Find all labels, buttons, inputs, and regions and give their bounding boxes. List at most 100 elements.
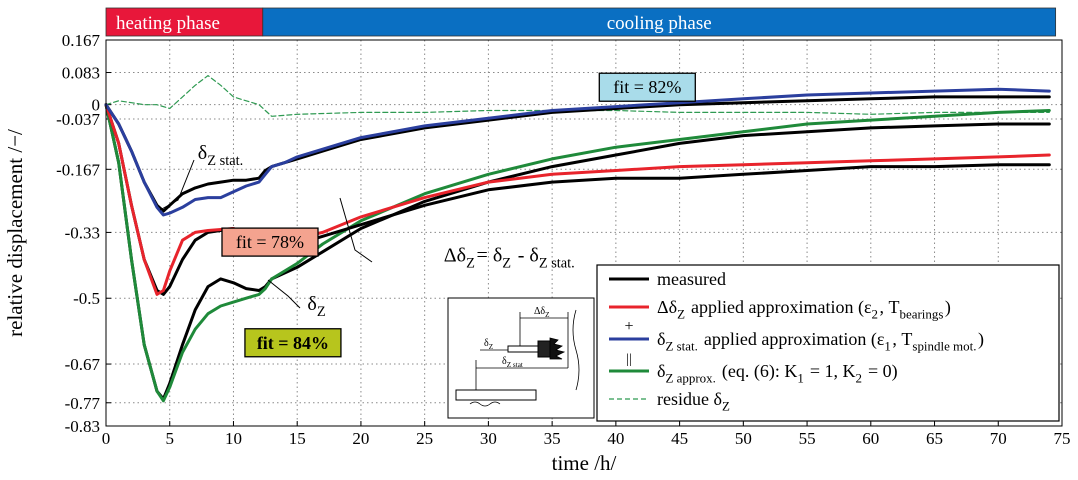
subscript: Z [502,255,511,271]
x-tick-label-10: 50 [735,429,752,448]
y-axis-label: relative displacement /−/ [3,129,27,337]
x-tick-label-6: 30 [480,429,497,448]
subscript: Z stat. [539,255,575,271]
legend-box [596,264,1060,422]
fit-boxes: fit = 82% fit = 78% fit = 84% [221,72,696,358]
x-tick-label-7: 35 [544,429,561,448]
phase-0-label: heating phase [116,13,220,34]
fit-label-fit78: fit = 78% [236,232,304,252]
subscript: 1 [884,338,890,353]
subscript: Z stat. [665,338,697,353]
text-run: , T [880,297,900,317]
y-tick-label-5: -0.33 [65,223,100,242]
inset-spindle-body [549,337,566,360]
inset-housing-curve [572,309,580,391]
phase-1-bar [262,7,1057,37]
phase-1-label: cooling phase [607,13,712,34]
series-residue-line [105,75,1050,117]
leg-res-label: residue δZ [657,389,731,413]
leader-ddz [339,197,373,263]
x-tick-label-0: 0 [102,429,111,448]
annotation-lab-ddz: ΔδZ = δZ - δZ stat. [444,244,577,271]
leader-dz [267,279,301,309]
x-tick-label-11: 55 [799,429,816,448]
y-tick-label-8: -0.77 [65,394,101,413]
subscript: Z [722,398,730,413]
series-dz-approx-line [104,103,1051,403]
phase-0-bar [105,7,264,37]
leg-ddz-label: ΔδZ applied approximation (ε2 , Tbearing… [657,297,951,321]
text-run: - δ [513,244,539,266]
y-tick-label-0: 0.167 [62,31,101,50]
y-tick-label-4: -0.167 [56,160,100,179]
inset-label-top: ΔδZ [534,306,550,319]
phase-bar: heating phase cooling phase [105,7,1057,37]
x-tick-label-13: 65 [926,429,943,448]
text-run: Δδ [657,297,677,317]
y-tick-label-1: 0.083 [62,64,100,83]
text-run: δ [484,338,489,349]
fit-box-fit78 [221,227,319,257]
subscript: Z [489,343,493,351]
subscript: Z [317,304,326,320]
text-run: δ [657,361,665,381]
axis-ticks: 0 5 10 15 20 25 30 35 40 45 50 55 60 65 70 750.1670.083… [56,31,1070,448]
y-tick-label-6: -0.5 [73,289,100,308]
x-tick-label-2: 10 [225,429,242,448]
text-run: δ [307,293,316,315]
text-run: applied approximation (ε [699,329,884,350]
y-tick-label-3: -0.037 [56,110,100,129]
y-tick-label-7: -0.67 [65,355,101,374]
curve-annotations: δZ stat. ΔδZ = δZ - δZ stat. δZ [159,142,577,320]
text-run: Δδ [444,244,466,266]
subscript-reset [523,356,524,367]
leg-measured-label: measured [657,269,726,289]
series-dzs-approx-line [104,87,1051,217]
subscript: Z stat [507,361,523,369]
text-run: = 0) [864,361,898,382]
x-tick-label-5: 25 [416,429,433,448]
subscript: Z [466,255,475,271]
inset-tool [507,345,539,353]
x-tick-label-14: 70 [990,429,1007,448]
inset-spindle-nose [537,340,551,358]
x-tick-label-1: 5 [165,429,174,448]
subscript: 2 [872,306,878,321]
text-run: = δ [477,244,503,266]
x-tick-label-3: 15 [289,429,306,448]
plot-frame [105,39,1063,427]
text-run: = 1, K [805,361,855,381]
text-run: residue δ [657,389,722,409]
subscript: Z [545,311,549,319]
text-run: ) [978,329,984,350]
text-run: , T [892,329,912,349]
leader-dzs [159,159,195,211]
subscript: 2 [856,370,862,385]
text-run: δ [502,356,507,367]
x-tick-label-4: 20 [352,429,369,448]
subscript-reset [575,244,577,266]
legend-plus: + [624,318,633,335]
subscript: bearings [900,306,944,321]
text-run: applied approximation (ε [687,297,872,318]
fit-label-fit82: fit = 82% [613,77,681,97]
fit-label-fit84: fit = 84% [257,333,329,353]
subscript: 1 [797,370,803,385]
x-tick-label-9: 45 [671,429,688,448]
annotation-lab-dzs: δZ stat. [198,142,245,169]
subscript: spindle mot. [912,338,976,353]
subscript: Z [677,306,685,321]
inset-table [455,389,537,401]
annotation-lab-dz: δZ [307,293,327,320]
y-tick-label-9: -0.83 [65,417,100,436]
text-run: (eq. (6): K [717,361,797,382]
subscript-reset [326,293,328,315]
subscript-reset [730,389,732,409]
inset-diagram: ΔδZ δZ δZ stat [447,297,595,419]
subscript: Z approx. [665,370,715,385]
leg-dzs-label: δZ stat. applied approximation (ε1 , Tsp… [657,329,984,353]
text-run: δ [198,142,207,164]
